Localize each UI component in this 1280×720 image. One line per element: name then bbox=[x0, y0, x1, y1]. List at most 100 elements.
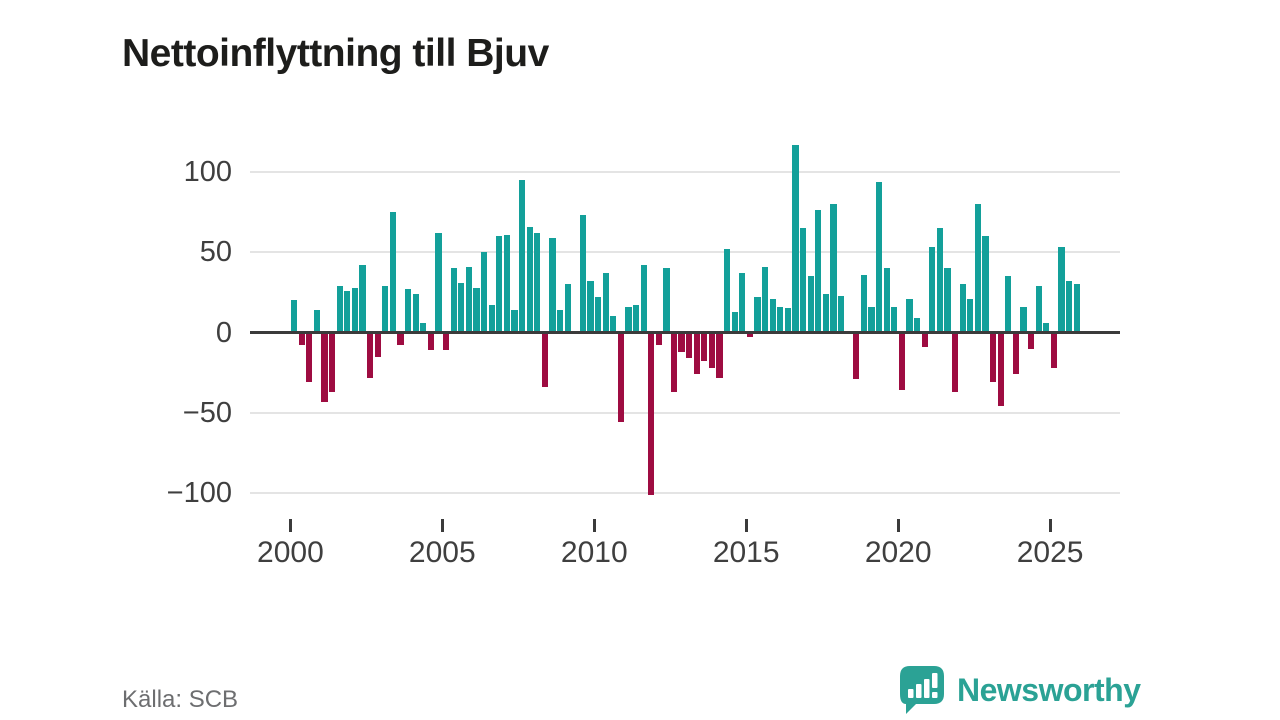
bar bbox=[898, 332, 906, 391]
newsworthy-wordmark: Newsworthy bbox=[957, 671, 1141, 708]
source-note: Källa: SCB bbox=[122, 686, 239, 713]
bar bbox=[336, 285, 343, 333]
bar bbox=[860, 274, 868, 333]
bar bbox=[534, 232, 541, 333]
bar bbox=[488, 305, 495, 333]
bar bbox=[853, 332, 860, 380]
bar bbox=[389, 212, 397, 333]
bar bbox=[587, 281, 594, 333]
y-axis-tick-label: 0 bbox=[215, 316, 232, 349]
bar bbox=[625, 306, 632, 333]
bar bbox=[1012, 332, 1019, 375]
x-axis-tick-label: 2015 bbox=[712, 536, 780, 569]
x-axis-tick-label: 2005 bbox=[408, 536, 476, 569]
y-axis-tick-label: 50 bbox=[199, 236, 232, 269]
bar bbox=[640, 265, 647, 333]
bar bbox=[959, 284, 966, 333]
bar bbox=[974, 204, 981, 333]
bar bbox=[442, 332, 450, 351]
bar bbox=[1050, 332, 1057, 368]
bar bbox=[792, 144, 799, 333]
bar bbox=[1020, 306, 1027, 333]
bar bbox=[670, 332, 678, 392]
bar bbox=[921, 332, 928, 347]
bar bbox=[701, 332, 708, 362]
x-axis-tick-mark bbox=[896, 519, 900, 532]
bar bbox=[784, 308, 792, 333]
bar bbox=[876, 181, 883, 333]
bar bbox=[397, 332, 404, 346]
bar bbox=[420, 322, 427, 333]
newsworthy-logo[interactable]: Newsworthy bbox=[899, 665, 1141, 715]
bar bbox=[518, 179, 526, 333]
bar bbox=[678, 332, 685, 352]
bar bbox=[480, 252, 488, 333]
bar bbox=[807, 276, 814, 333]
bar bbox=[473, 287, 480, 333]
y-axis-tick-label: −50 bbox=[182, 396, 232, 429]
bar bbox=[549, 237, 556, 333]
bar bbox=[374, 332, 381, 357]
x-axis-tick-mark bbox=[592, 519, 596, 532]
bar bbox=[914, 318, 921, 333]
bar bbox=[329, 332, 336, 392]
bar bbox=[1073, 284, 1080, 333]
x-axis-tick-label: 2025 bbox=[1016, 536, 1084, 569]
bar bbox=[382, 285, 389, 333]
bar bbox=[648, 332, 655, 495]
bar bbox=[663, 268, 670, 333]
bar bbox=[465, 266, 472, 333]
bar bbox=[594, 297, 602, 333]
bar bbox=[936, 228, 943, 333]
bar bbox=[883, 268, 890, 333]
bar bbox=[313, 310, 321, 333]
bar bbox=[815, 210, 822, 333]
bar bbox=[739, 273, 746, 333]
bar bbox=[321, 332, 328, 402]
bar bbox=[997, 332, 1004, 407]
bar bbox=[503, 234, 510, 333]
zero-axis-line bbox=[250, 331, 1120, 334]
bar bbox=[686, 332, 693, 359]
bar bbox=[344, 290, 351, 333]
bar bbox=[602, 273, 609, 333]
bar bbox=[868, 306, 875, 333]
gridline bbox=[250, 170, 1120, 173]
bar bbox=[351, 287, 359, 333]
bar bbox=[511, 310, 518, 333]
bar bbox=[435, 232, 442, 333]
bar bbox=[800, 228, 807, 333]
bar bbox=[944, 268, 951, 333]
bar bbox=[1043, 322, 1050, 333]
bar bbox=[405, 289, 412, 333]
bar bbox=[822, 294, 830, 333]
bar bbox=[929, 247, 936, 333]
bar bbox=[306, 332, 313, 383]
bar bbox=[989, 332, 997, 383]
bar bbox=[450, 268, 457, 333]
bar bbox=[1035, 285, 1042, 333]
bar bbox=[830, 204, 837, 333]
gridline bbox=[250, 492, 1120, 495]
bar bbox=[967, 298, 974, 333]
bar bbox=[298, 332, 305, 346]
gridline bbox=[250, 411, 1120, 414]
y-axis-tick-label: −100 bbox=[166, 477, 232, 510]
bar bbox=[716, 332, 723, 378]
bar bbox=[746, 332, 754, 338]
bar bbox=[526, 226, 533, 333]
bar bbox=[1058, 247, 1065, 333]
x-axis-tick-mark bbox=[440, 519, 444, 532]
bar bbox=[655, 332, 662, 346]
bar bbox=[724, 249, 731, 333]
bar bbox=[1027, 332, 1035, 349]
bar bbox=[291, 300, 298, 333]
bar bbox=[762, 266, 769, 333]
bar bbox=[617, 332, 624, 423]
x-axis-tick-label: 2010 bbox=[560, 536, 628, 569]
bar bbox=[458, 282, 465, 333]
bar bbox=[496, 236, 503, 333]
bar bbox=[906, 298, 913, 333]
bar bbox=[951, 332, 959, 392]
